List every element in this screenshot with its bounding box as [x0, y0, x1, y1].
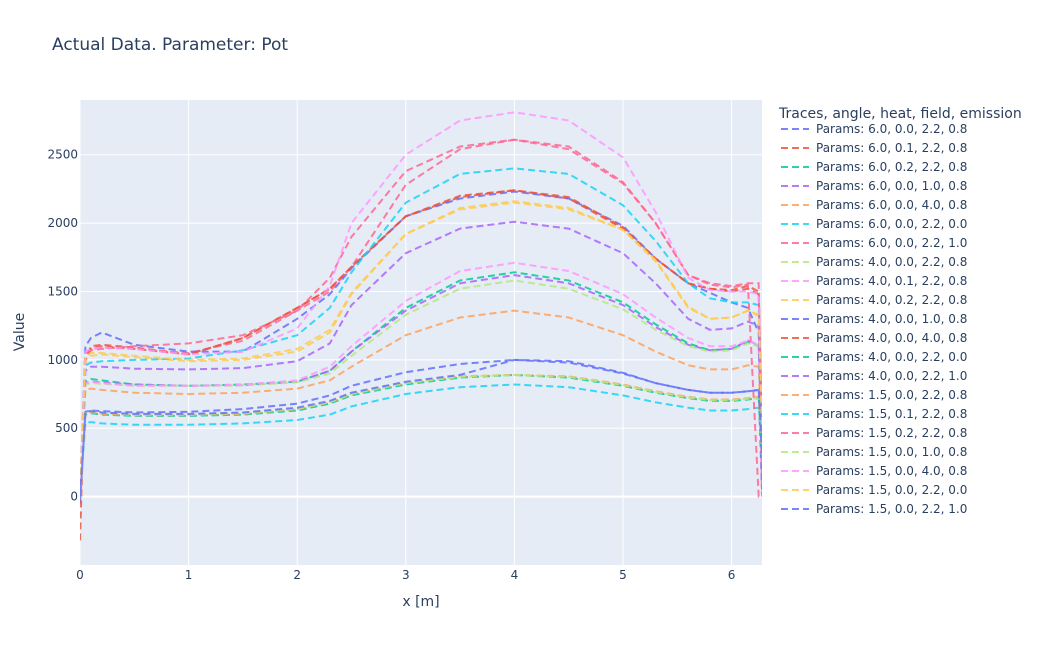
y-tick-label: 1000 [47, 353, 78, 367]
legend-item[interactable]: Params: 6.0, 0.2, 2.2, 0.8 [781, 160, 967, 174]
x-tick-label: 0 [76, 568, 84, 582]
legend-item[interactable]: Params: 4.0, 0.2, 2.2, 0.8 [781, 293, 967, 307]
y-tick-label: 1500 [47, 284, 78, 298]
legend-label: Params: 6.0, 0.0, 2.2, 0.8 [816, 122, 967, 136]
y-axis-label: Value [12, 313, 28, 351]
y-tick-label: 500 [55, 421, 78, 435]
legend-label: Params: 4.0, 0.0, 4.0, 0.8 [816, 331, 967, 345]
legend-item[interactable]: Params: 1.5, 0.0, 2.2, 0.8 [781, 388, 967, 402]
legend-label: Params: 4.0, 0.2, 2.2, 0.8 [816, 293, 967, 307]
legend-label: Params: 6.0, 0.0, 2.2, 1.0 [816, 236, 967, 250]
legend-label: Params: 1.5, 0.0, 1.0, 0.8 [816, 445, 967, 459]
legend-item[interactable]: Params: 6.0, 0.0, 1.0, 0.8 [781, 179, 967, 193]
legend-item[interactable]: Params: 1.5, 0.0, 1.0, 0.8 [781, 445, 967, 459]
legend-item[interactable]: Params: 1.5, 0.0, 4.0, 0.8 [781, 464, 967, 478]
legend-item[interactable]: Params: 6.0, 0.1, 2.2, 0.8 [781, 141, 967, 155]
legend-label: Params: 1.5, 0.0, 4.0, 0.8 [816, 464, 967, 478]
legend-label: Params: 1.5, 0.1, 2.2, 0.8 [816, 407, 967, 421]
legend-label: Params: 1.5, 0.0, 2.2, 0.8 [816, 388, 967, 402]
series-line [80, 373, 762, 497]
legend-label: Params: 1.5, 0.2, 2.2, 0.8 [816, 426, 967, 440]
series-line [80, 167, 762, 497]
legend-item[interactable]: Params: 6.0, 0.0, 4.0, 0.8 [781, 198, 967, 212]
plot-area [80, 100, 762, 565]
legend-label: Params: 4.0, 0.1, 2.2, 0.8 [816, 274, 967, 288]
x-tick-label: 6 [728, 568, 736, 582]
series-line [80, 189, 762, 541]
legend-label: Params: 6.0, 0.2, 2.2, 0.8 [816, 160, 967, 174]
x-axis-label: x [m] [402, 594, 439, 610]
series-line [80, 220, 762, 497]
x-tick-labels: 0 1 2 3 4 5 6 [76, 568, 735, 582]
x-tick-label: 2 [293, 568, 301, 582]
legend-label: Params: 4.0, 0.0, 2.2, 0.8 [816, 255, 967, 269]
plot-clip-group [80, 111, 762, 541]
legend-item[interactable]: Params: 6.0, 0.0, 2.2, 0.0 [781, 217, 967, 231]
legend-label: Params: 6.0, 0.0, 4.0, 0.8 [816, 198, 967, 212]
series-line [80, 190, 762, 497]
legend-item[interactable]: Params: 4.0, 0.0, 2.2, 0.0 [781, 350, 967, 364]
legend-label: Params: 4.0, 0.0, 2.2, 0.0 [816, 350, 967, 364]
x-tick-label: 1 [185, 568, 193, 582]
legend-item[interactable]: Params: 4.0, 0.1, 2.2, 0.8 [781, 274, 967, 288]
legend-label: Params: 1.5, 0.0, 2.2, 1.0 [816, 502, 967, 516]
y-tick-label: 2500 [47, 148, 78, 162]
series-line [80, 111, 762, 497]
legend-item[interactable]: Params: 4.0, 0.0, 2.2, 0.8 [781, 255, 967, 269]
legend-label: Params: 1.5, 0.0, 2.2, 0.0 [816, 483, 967, 497]
legend-item[interactable]: Params: 1.5, 0.2, 2.2, 0.8 [781, 426, 967, 440]
y-tick-label: 0 [70, 490, 78, 504]
legend-item[interactable]: Params: 6.0, 0.0, 2.2, 0.8 [781, 122, 967, 136]
x-tick-label: 4 [511, 568, 519, 582]
y-tick-label: 2000 [47, 216, 78, 230]
legend-item[interactable]: Params: 1.5, 0.0, 2.2, 1.0 [781, 502, 967, 516]
legend-label: Params: 6.0, 0.1, 2.2, 0.8 [816, 141, 967, 155]
legend-item[interactable]: Params: 4.0, 0.0, 1.0, 0.8 [781, 312, 967, 326]
legend-item[interactable]: Params: 4.0, 0.0, 4.0, 0.8 [781, 331, 967, 345]
legend-item[interactable]: Params: 6.0, 0.0, 2.2, 1.0 [781, 236, 967, 250]
chart-title: Actual Data. Parameter: Pot [52, 35, 288, 55]
series-lines [80, 111, 762, 541]
legend-label: Params: 4.0, 0.0, 2.2, 1.0 [816, 369, 967, 383]
x-tick-label: 5 [619, 568, 627, 582]
legend-label: Params: 4.0, 0.0, 1.0, 0.8 [816, 312, 967, 326]
series-line [80, 383, 762, 497]
legend-label: Params: 6.0, 0.0, 1.0, 0.8 [816, 179, 967, 193]
legend-item[interactable]: Params: 1.5, 0.1, 2.2, 0.8 [781, 407, 967, 421]
legend-item[interactable]: Params: 4.0, 0.0, 2.2, 1.0 [781, 369, 967, 383]
series-line [80, 358, 762, 497]
legend[interactable]: Params: 6.0, 0.0, 2.2, 0.8 Params: 6.0, 0… [781, 122, 967, 516]
series-line [80, 200, 762, 497]
series-line [80, 358, 762, 504]
legend-title: Traces, angle, heat, field, emission [778, 106, 1022, 122]
legend-item[interactable]: Params: 1.5, 0.0, 2.2, 0.0 [781, 483, 967, 497]
series-line [80, 373, 762, 497]
x-tick-label: 3 [402, 568, 410, 582]
series-line [80, 261, 762, 497]
legend-label: Params: 6.0, 0.0, 2.2, 0.0 [816, 217, 967, 231]
y-tick-labels: 0 500 1000 1500 2000 2500 [47, 148, 78, 504]
